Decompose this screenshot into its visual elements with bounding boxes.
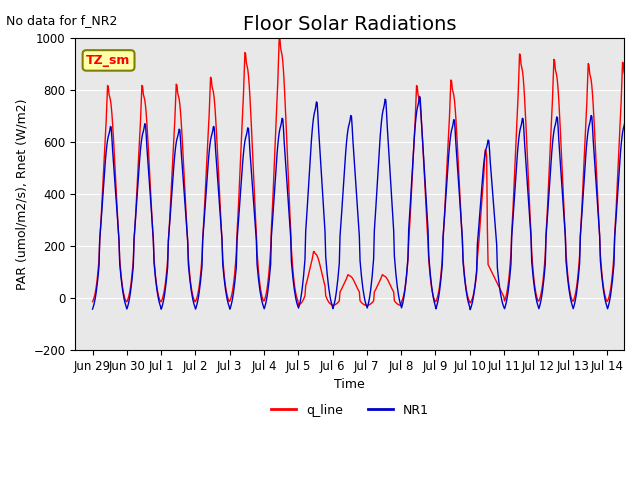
- NR1: [302, 228, 310, 234]
- q_line: [303, 280, 310, 286]
- NR1: [467, 307, 474, 312]
- NR1: [89, 306, 97, 312]
- q_line: [456, 185, 463, 191]
- Y-axis label: PAR (umol/m2/s), Rnet (W/m2): PAR (umol/m2/s), Rnet (W/m2): [15, 98, 28, 290]
- q_line: [282, 111, 289, 117]
- Line: q_line: q_line: [93, 37, 640, 305]
- q_line: [254, 260, 262, 265]
- Line: NR1: NR1: [93, 96, 640, 310]
- q_line: [637, 298, 640, 304]
- NR1: [153, 287, 161, 293]
- q_line: [89, 299, 97, 304]
- NR1: [455, 182, 463, 188]
- NR1: [637, 303, 640, 309]
- Legend: q_line, NR1: q_line, NR1: [266, 399, 434, 422]
- Text: TZ_sm: TZ_sm: [86, 54, 131, 67]
- Title: Floor Solar Radiations: Floor Solar Radiations: [243, 15, 456, 34]
- NR1: [254, 269, 262, 275]
- q_line: [329, 302, 337, 308]
- NR1: [415, 94, 423, 99]
- Text: No data for f_NR2: No data for f_NR2: [6, 14, 118, 27]
- q_line: [425, 257, 433, 263]
- X-axis label: Time: Time: [334, 378, 365, 391]
- NR1: [424, 227, 432, 232]
- q_line: [275, 35, 283, 40]
- NR1: [281, 150, 289, 156]
- q_line: [153, 285, 161, 290]
